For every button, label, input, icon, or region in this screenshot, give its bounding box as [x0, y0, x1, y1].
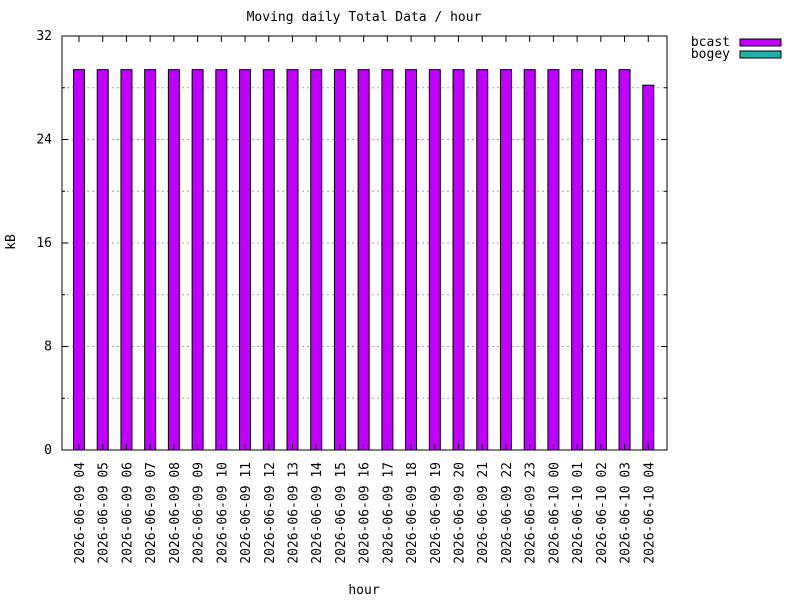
bar-series [73, 69, 655, 451]
bar [167, 69, 180, 451]
legend-label: bogey [691, 47, 730, 62]
bar [523, 69, 536, 451]
bar [357, 69, 370, 451]
legend-swatch [739, 38, 782, 47]
x-tick-label: 2026-06-09 15 [334, 462, 349, 564]
y-tick-label: 32 [36, 29, 52, 44]
bar [428, 69, 441, 451]
x-tick-label: 2026-06-09 07 [144, 462, 159, 564]
bar [239, 69, 252, 451]
x-tick-label: 2026-06-09 12 [263, 462, 278, 564]
x-tick-label: 2026-06-10 00 [547, 462, 562, 564]
y-axis: 0 8 16 24 32 [36, 29, 667, 458]
x-tick-label: 2026-06-09 22 [500, 462, 515, 564]
bar [594, 69, 607, 451]
x-tick-label: 2026-06-09 05 [97, 462, 112, 564]
x-tick-label: 2026-06-09 17 [381, 462, 396, 564]
bar [452, 69, 465, 451]
bar [381, 69, 394, 451]
bar [310, 69, 323, 451]
x-tick-label: 2026-06-09 23 [524, 462, 539, 564]
bar [286, 69, 299, 451]
x-tick-label: 2026-06-09 14 [310, 462, 325, 564]
bar [333, 69, 346, 451]
y-tick-label: 24 [36, 133, 52, 148]
bar [618, 69, 631, 451]
bar [642, 84, 655, 451]
x-tick-label: 2026-06-09 18 [405, 462, 420, 564]
x-axis: 2026-06-09 04 2026-06-09 05 2026-06-09 06 2… [73, 36, 657, 564]
bar [73, 69, 85, 451]
bar [499, 69, 512, 451]
bar [120, 69, 133, 451]
x-tick-label: 2026-06-09 09 [192, 462, 207, 564]
bar [547, 69, 560, 451]
bar [144, 69, 157, 451]
x-tick-label: 2026-06-10 03 [619, 462, 634, 564]
x-axis-label: hour [348, 583, 379, 598]
bar [262, 69, 275, 451]
y-tick-label: 16 [36, 236, 52, 251]
x-tick-label: 2026-06-09 06 [120, 462, 135, 564]
x-tick-label: 2026-06-09 04 [73, 462, 88, 564]
bar [571, 69, 584, 451]
x-tick-label: 2026-06-09 13 [286, 462, 301, 564]
bar [96, 69, 109, 451]
x-tick-label: 2026-06-09 11 [239, 462, 254, 564]
x-tick-label: 2026-06-10 02 [595, 462, 610, 564]
x-tick-label: 2026-06-09 10 [215, 462, 230, 564]
bar [476, 69, 489, 451]
legend-label: bcast [691, 35, 730, 50]
x-tick-label: 2026-06-09 20 [453, 462, 468, 564]
y-axis-label: kB [4, 234, 19, 250]
x-tick-label: 2026-06-09 19 [429, 462, 444, 564]
y-tick-label: 0 [44, 443, 52, 458]
bar [191, 69, 204, 451]
legend-swatch [739, 50, 782, 59]
bar [405, 69, 418, 451]
x-tick-label: 2026-06-09 08 [168, 462, 183, 564]
x-tick-label: 2026-06-09 16 [358, 462, 373, 564]
x-tick-label: 2026-06-10 01 [571, 462, 586, 564]
bar [215, 69, 228, 451]
chart-title: Moving daily Total Data / hour [247, 10, 482, 25]
x-tick-label: 2026-06-10 04 [642, 462, 657, 564]
y-tick-label: 8 [44, 340, 52, 355]
gridlines [62, 87, 667, 399]
x-tick-label: 2026-06-09 21 [476, 462, 491, 564]
